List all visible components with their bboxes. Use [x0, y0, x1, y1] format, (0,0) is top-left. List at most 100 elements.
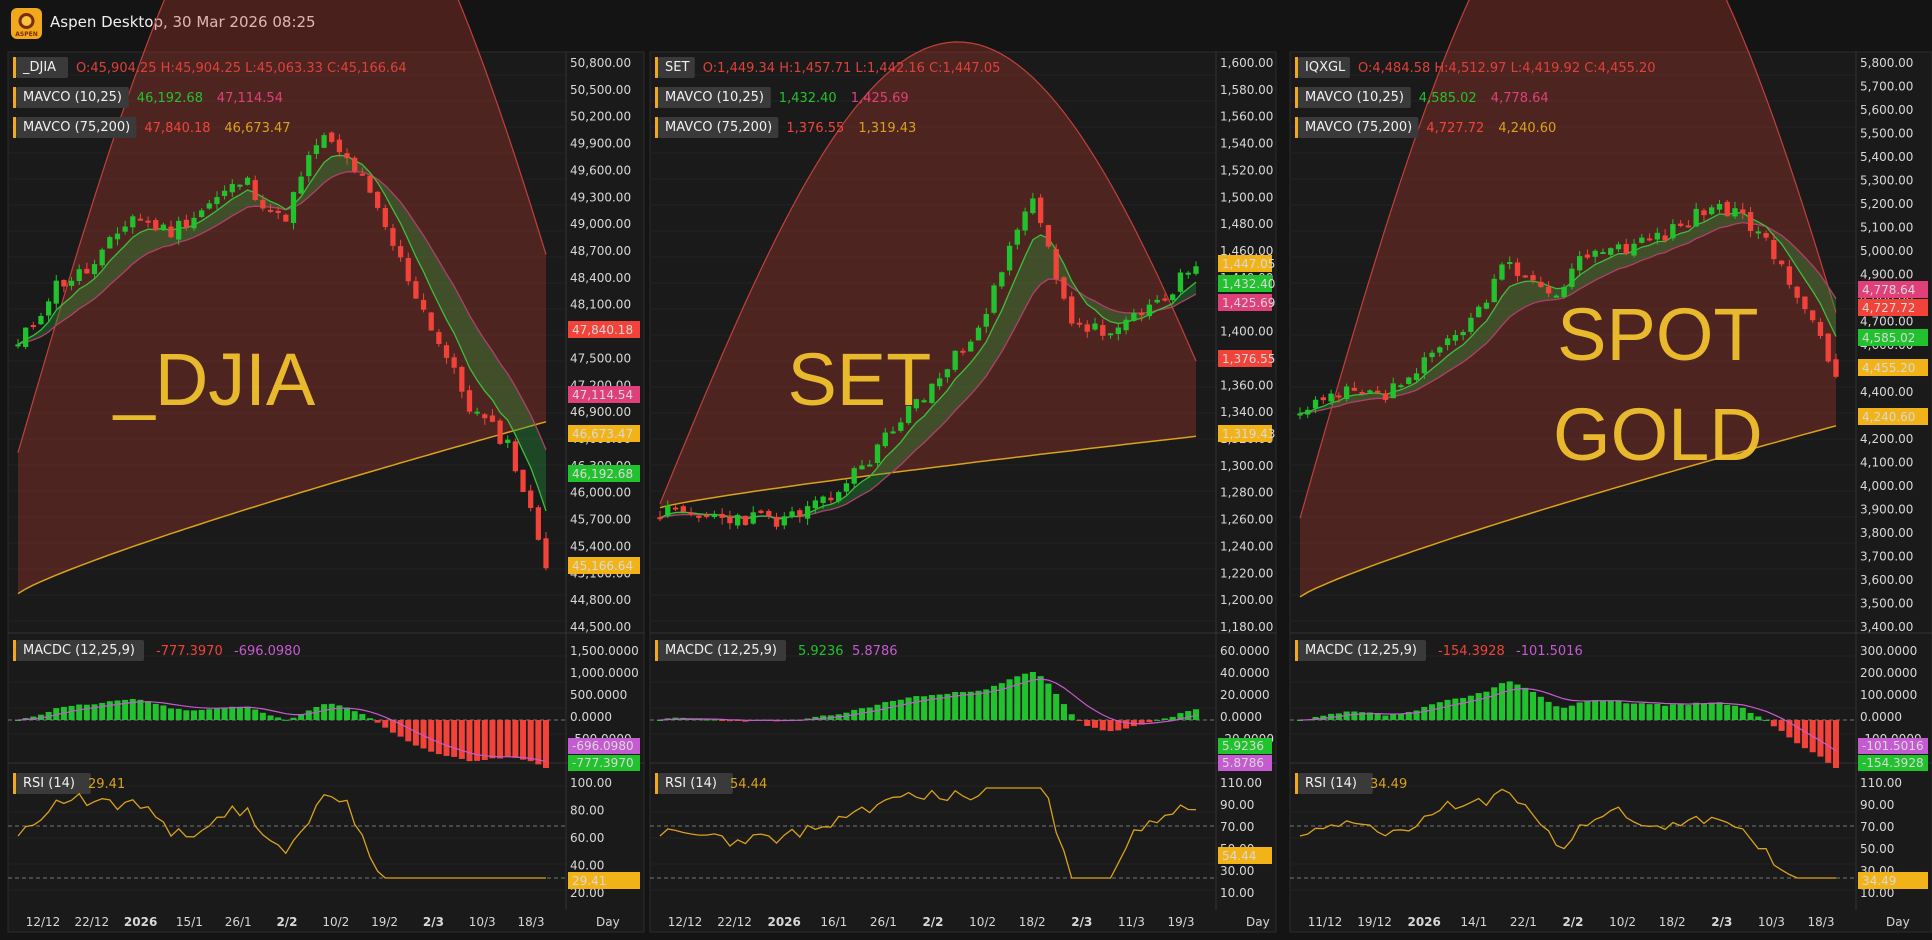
indicator-badge[interactable] [658, 87, 771, 108]
panel-background [1289, 51, 1932, 933]
macd-histogram-bar [183, 710, 190, 720]
candle-body [1794, 286, 1800, 298]
price-tag [1858, 408, 1928, 425]
chart-panel-_djia[interactable]: _DJIA _DJIA O:45,904.25 H:45,904.25 L:45,0… [7, 0, 645, 933]
indicator-badge[interactable] [16, 87, 129, 108]
candle-body [1584, 254, 1591, 258]
candle-body [1320, 397, 1326, 401]
macd-histogram-bar [1662, 705, 1669, 720]
price-tag [1218, 425, 1272, 442]
rsi-line [17, 792, 546, 879]
indicator-badge[interactable] [16, 773, 91, 794]
macd-histogram-bar [1177, 713, 1184, 720]
macd-histogram-bar [812, 716, 819, 720]
price-tag [568, 321, 640, 338]
time-tick-label: 2026 [124, 915, 157, 929]
candle-body [267, 209, 274, 212]
macd-histogram-bar [1351, 711, 1358, 720]
candle-body [711, 514, 718, 517]
indicator-badge[interactable] [1298, 87, 1411, 108]
macd-histogram-bar [405, 720, 412, 742]
rsi-tag [1218, 847, 1272, 864]
price-tick-label: 5,800.00 [1860, 56, 1913, 70]
macd-histogram-bar [129, 699, 136, 720]
indicator-label: MACDC (12,25,9) [665, 643, 777, 658]
candle-body [1732, 208, 1738, 217]
indicator-badge[interactable] [658, 640, 786, 661]
candle-body [482, 414, 488, 419]
ma-75-line [659, 41, 1197, 504]
candle-body [742, 515, 749, 526]
price-tick-label: 1,200.00 [1220, 593, 1273, 607]
time-tick-label: 2/2 [922, 915, 943, 929]
ma-25-line [17, 171, 547, 451]
ma1-value-fast: 1,432.40 [779, 91, 837, 106]
macd-histogram-bar [328, 703, 335, 720]
macd-histogram-bar [221, 707, 228, 720]
candle-body [397, 246, 404, 258]
indicator-badge[interactable] [16, 117, 137, 138]
chart-panel-set[interactable]: SET SET O:1,449.34 H:1,457.71 L:1,442.16 C… [649, 41, 1277, 933]
price-tag-label: 4,455.20 [1862, 361, 1915, 375]
indicator-label: RSI (14) [665, 776, 717, 791]
indicator-badge[interactable] [1298, 773, 1373, 794]
macd-tick-label: 1,500.0000 [570, 644, 639, 658]
macd-histogram-bar [474, 720, 481, 761]
candle-body [107, 237, 113, 249]
macd-histogram-bar [1817, 720, 1824, 757]
macd-tick-label: 0.0000 [570, 710, 612, 724]
price-tick-label: 5,600.00 [1860, 103, 1913, 117]
macd-histogram-bar [489, 720, 496, 759]
chart-panel-iqxgl[interactable]: SPOT GOLD IQXGL O:4,484.58 H:4,512.97 L:4,4… [1289, 0, 1932, 933]
candle-body [1069, 296, 1075, 324]
candle-body [1468, 317, 1474, 332]
price-tag-label: 47,114.54 [572, 388, 633, 402]
price-tick-label: 5,400.00 [1860, 150, 1913, 164]
candle-body [1755, 231, 1761, 234]
macd-signal-line [1299, 688, 1837, 752]
candle-body [1615, 244, 1622, 250]
candle-body [1092, 323, 1098, 330]
ma-25-line [659, 278, 1197, 519]
rsi-tag [568, 872, 640, 889]
ohlc-readout: O:1,449.34 H:1,457.71 L:1,442.16 C:1,447… [703, 61, 1001, 76]
macd-histogram-bar [1161, 718, 1168, 720]
indicator-badge[interactable] [1298, 117, 1419, 138]
indicator-accent [13, 773, 16, 794]
ma2-value-fast: 1,376.55 [786, 121, 844, 136]
indicator-badge[interactable] [16, 57, 68, 78]
indicator-badge[interactable] [1298, 640, 1426, 661]
macd-histogram-bar [367, 718, 373, 720]
indicator-badge[interactable] [658, 117, 779, 138]
indicator-badge[interactable] [658, 57, 695, 78]
watermark-text: SET [787, 338, 931, 421]
price-tick-label: 1,480.00 [1220, 217, 1273, 231]
candle-body [1802, 296, 1808, 310]
candle-body [1177, 272, 1184, 292]
macd-histogram-bar [711, 719, 718, 721]
indicator-accent [1295, 117, 1298, 138]
indicator-label: MACDC (12,25,9) [1305, 643, 1417, 658]
indicator-badge[interactable] [1298, 57, 1350, 78]
macd-histogram-bar [535, 720, 542, 765]
rsi-value: 54.44 [730, 777, 767, 792]
indicator-badge[interactable] [16, 640, 144, 661]
candle-body [1076, 322, 1083, 325]
candle-body [61, 279, 67, 287]
candle-body [466, 390, 473, 412]
macd-histogram-bar [106, 701, 113, 720]
price-tick-label: 4,400.00 [1860, 385, 1913, 399]
price-tag [1218, 255, 1272, 272]
indicator-badge[interactable] [658, 773, 733, 794]
candle-body [1825, 333, 1831, 362]
macd-histogram-bar [152, 703, 159, 720]
macd-histogram-bar [1794, 720, 1801, 744]
candle-body [890, 431, 896, 434]
macd-histogram-bar [1700, 703, 1707, 720]
candle-body [1499, 264, 1505, 280]
price-tag-label: 1,432.40 [1222, 277, 1275, 291]
price-tag-label: 1,319.43 [1222, 427, 1275, 441]
macd-histogram-bar [1553, 706, 1560, 720]
price-tick-label: 44,800.00 [570, 593, 631, 607]
